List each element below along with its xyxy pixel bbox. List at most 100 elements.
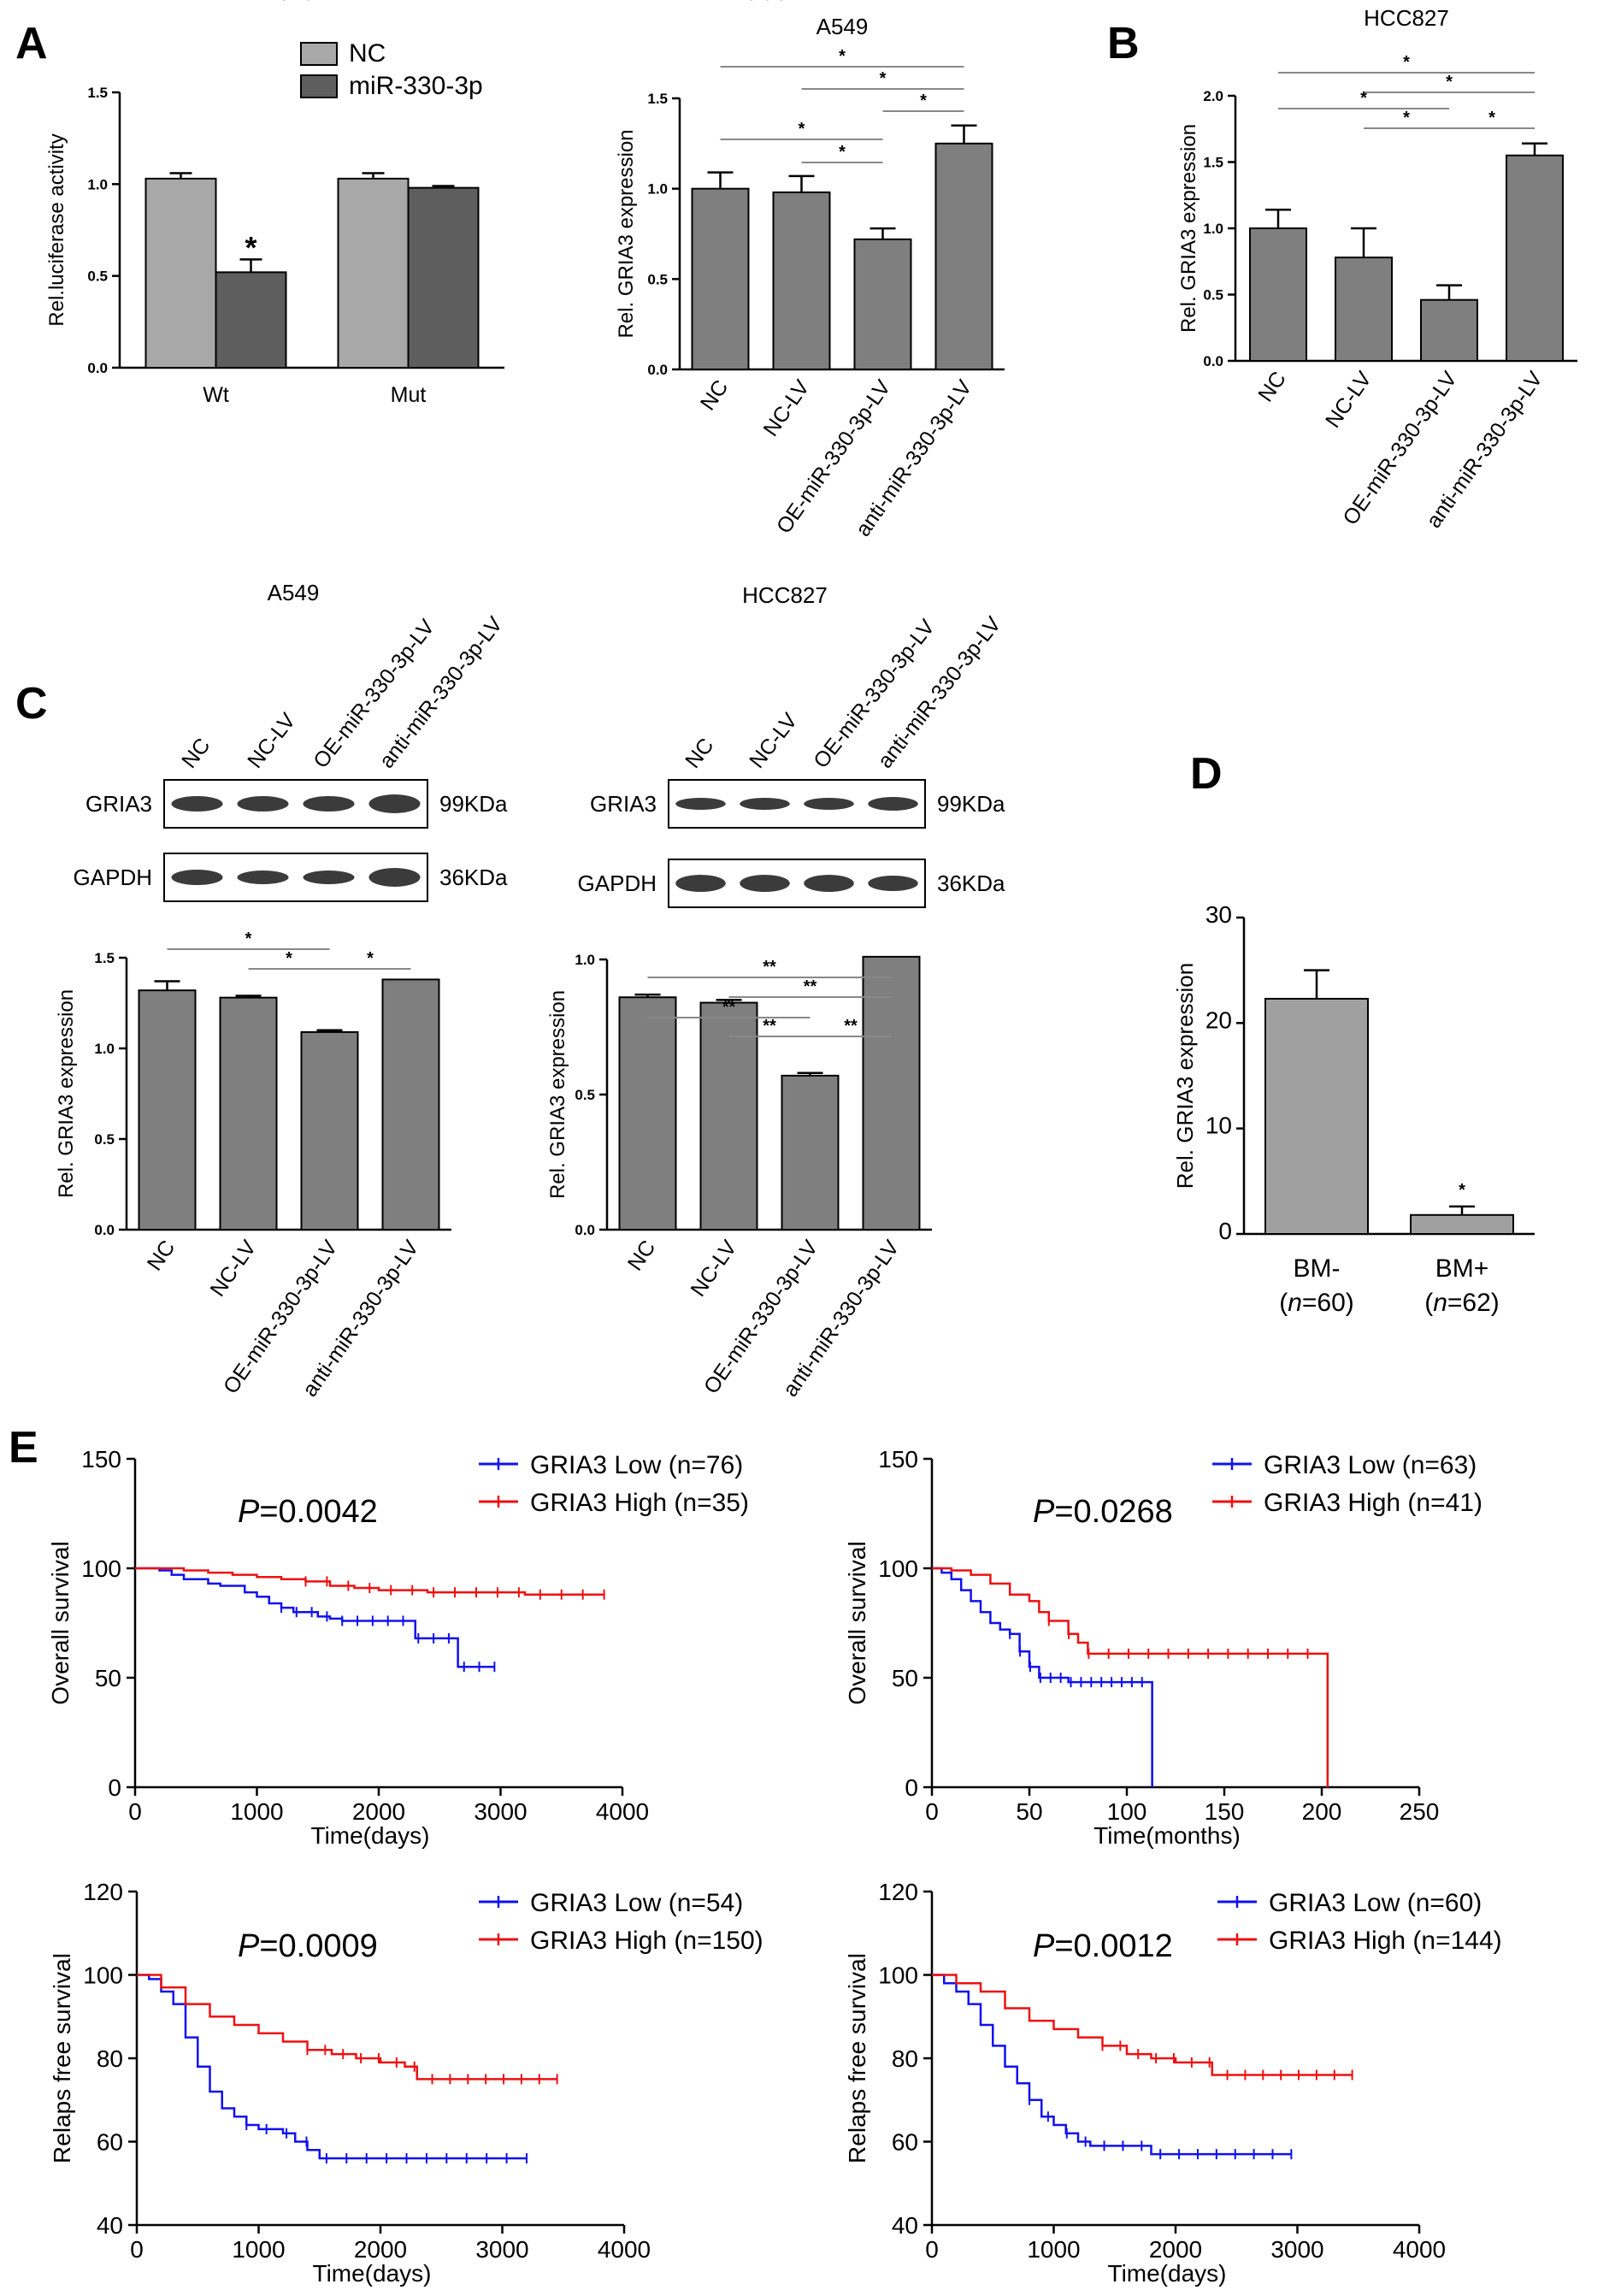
- legend-label: GRIA3 High (n=150): [530, 1927, 763, 1955]
- x-tick-label: 4000: [1393, 2236, 1446, 2263]
- x-tick-label: 3000: [475, 2236, 528, 2263]
- panel-label-c: C: [15, 679, 48, 729]
- blot-band: [303, 871, 355, 884]
- x-axis-label: Time(days): [313, 2260, 432, 2287]
- y-tick-label: 50: [95, 1665, 121, 1691]
- lane-label: OE-miR-330-3p-LV: [309, 615, 439, 773]
- p-prefix: P: [238, 1494, 260, 1530]
- y-tick-label: 100: [878, 1963, 918, 1989]
- x-tick-label: 2000: [354, 2236, 407, 2263]
- x-axis-label: Time(months): [1093, 1822, 1241, 1849]
- bar-charts: 0.0 0.5 1.0 1.5 Rel.luciferase activity Wt Mut…: [45, 0, 1577, 1402]
- y-tick-label: 150: [878, 1446, 918, 1473]
- x-tick-label: 1000: [232, 2236, 285, 2263]
- y-tick-label: 1.5: [94, 950, 115, 966]
- size-label: 99KDa: [937, 791, 1005, 817]
- size-label: 36KDa: [937, 871, 1005, 896]
- significance-label: *: [799, 120, 805, 139]
- bar-1: [699, 1001, 758, 1231]
- lane-label: NC-LV: [745, 709, 802, 773]
- blot-hcc827: HCC827 NC NC-LV OE-miR-330-3p-LVanti-miR-33…: [578, 582, 1006, 908]
- p-prefix: P: [1033, 1494, 1055, 1530]
- bar-3: [934, 142, 993, 370]
- x-tick-label: NC-LV: [759, 375, 815, 440]
- blot-band: [303, 796, 355, 812]
- legend-label: GRIA3 Low (n=63): [1264, 1451, 1477, 1479]
- x-tick-label: NC-LV: [206, 1236, 262, 1301]
- survival-line-high: [137, 1974, 557, 2081]
- x-tick-label: 200: [1302, 1798, 1342, 1825]
- y-axis-label: Rel. GRIA3 expression: [546, 990, 569, 1199]
- panel-label-a: A: [15, 19, 48, 68]
- y-tick-label: 0.0: [575, 1222, 595, 1238]
- y-tick-label: 0: [905, 1774, 918, 1801]
- y-tick-label: 1.5: [1203, 155, 1223, 171]
- p-number: =0.0268: [1054, 1494, 1172, 1530]
- legend-label: GRIA3 Low (n=60): [1269, 1889, 1482, 1917]
- chart-luc: 0.0 0.5 1.0 1.5 Rel.luciferase activity Wt Mut…: [45, 85, 504, 407]
- y-tick-label: 1.0: [87, 176, 108, 192]
- y-axis-label: Relaps free survival: [49, 1953, 75, 2163]
- p-value: P=0.0268: [1033, 1494, 1173, 1530]
- x-tick-label: BM-: [1294, 1254, 1341, 1283]
- bar-wt-1: [215, 271, 287, 369]
- x-tick-label: 2000: [1149, 2236, 1202, 2263]
- bar-1: [772, 191, 831, 370]
- legend-label: GRIA3 High (n=35): [530, 1489, 749, 1517]
- p-prefix: P: [238, 1928, 260, 1964]
- protein-label: GAPDH: [578, 871, 657, 896]
- chart-title: A549: [263, 0, 315, 5]
- y-tick-label: 80: [97, 2045, 123, 2072]
- y-tick-label: 2.0: [1203, 88, 1223, 104]
- y-axis-label: Rel. GRIA3 expression: [1172, 963, 1198, 1189]
- x-tick-label: 150: [1205, 1798, 1245, 1825]
- x-tick-label: 250: [1400, 1798, 1440, 1825]
- bar-0: [1249, 227, 1307, 362]
- legend-label: GRIA3 Low (n=76): [530, 1451, 743, 1479]
- x-tick-label: 4000: [598, 2236, 651, 2263]
- significance-label: *: [1403, 53, 1410, 72]
- y-tick-label: 0: [1218, 1218, 1232, 1244]
- chart-a549q: 0.0 0.5 1.0 1.5 Rel. GRIA3 expression A549 NC N…: [615, 14, 1005, 541]
- significance-label: *: [245, 230, 256, 265]
- x-tick-label: BM+: [1435, 1254, 1489, 1283]
- significance-label: **: [763, 1017, 776, 1036]
- bar-3: [862, 955, 921, 1231]
- y-tick-label: 1.5: [87, 85, 108, 101]
- legend-luciferase: NC miR-330-3p: [300, 39, 483, 100]
- y-tick-label: 1.0: [647, 181, 668, 198]
- paren: (: [1424, 1289, 1433, 1317]
- bar-1: [1410, 1213, 1514, 1236]
- x-tick-n-label: (n=62): [1424, 1289, 1500, 1317]
- blot-band: [171, 796, 223, 812]
- blot-band: [868, 797, 918, 811]
- legend-label: miR-330-3p: [349, 72, 483, 100]
- p-number: =0.0009: [259, 1928, 377, 1964]
- blot-band: [171, 870, 223, 885]
- significance-label: **: [844, 1017, 858, 1036]
- x-tick-label: NC: [143, 1236, 180, 1275]
- lane-label: anti-miR-330-3p-LV: [873, 612, 1005, 773]
- y-tick-label: 0.0: [1203, 353, 1223, 369]
- panel-label-d: D: [1190, 749, 1223, 799]
- lane-label: OE-miR-330-3p-LV: [809, 615, 940, 773]
- panel-label-b: B: [1107, 19, 1140, 68]
- y-tick-label: 100: [878, 1555, 918, 1582]
- significance-label: *: [1360, 89, 1367, 108]
- x-tick-label: 3000: [474, 1798, 527, 1825]
- x-tick-label: 100: [1107, 1798, 1147, 1825]
- significance-label: **: [804, 977, 817, 996]
- survival-line-low: [137, 1974, 527, 2160]
- x-tick-label: 4000: [596, 1798, 649, 1825]
- y-axis-label: Overall survival: [47, 1541, 74, 1704]
- x-tick-label: 0: [130, 2236, 144, 2263]
- y-tick-label: 1.0: [575, 952, 595, 968]
- bar-1: [219, 996, 278, 1231]
- n-value: =60): [1302, 1289, 1354, 1317]
- legend-label: GRIA3 Low (n=54): [530, 1889, 743, 1917]
- chart-km1: 0 50 100 150 0 1000 2000 3000 4000 Time(days) Over…: [47, 1446, 749, 1849]
- survival-line-low: [932, 1974, 1292, 2156]
- bar-0: [618, 996, 677, 1231]
- significance-label: *: [286, 949, 292, 968]
